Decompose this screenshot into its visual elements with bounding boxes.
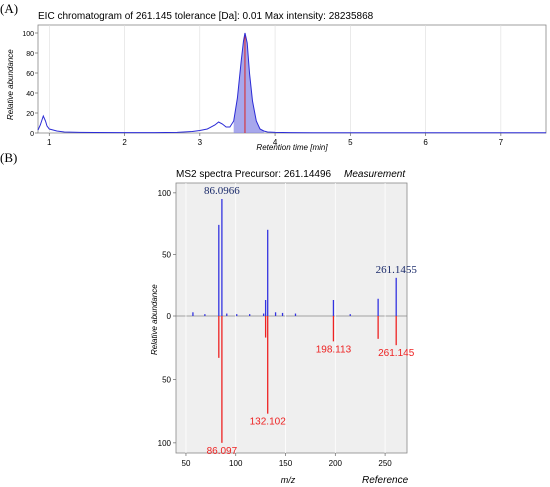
panel-a-letter: (A) xyxy=(0,1,18,16)
chromatogram-peak-fill xyxy=(233,33,264,133)
chromatogram-y-tick-label: 40 xyxy=(26,91,34,98)
spectrum-x-ticks: 50 100 150 200 250 xyxy=(182,453,392,468)
spectrum-x-axis-label: m/z xyxy=(281,475,296,485)
chromatogram-y-tick-label: 0 xyxy=(30,131,34,138)
chromatogram-x-ticks: 1 2 3 4 5 6 7 xyxy=(47,133,504,147)
chromatogram-y-tick-label: 20 xyxy=(26,111,34,118)
chromatogram-x-tick-label: 4 xyxy=(273,138,278,147)
spectrum-x-tick-label: 100 xyxy=(229,459,243,468)
spectrum-plot-area xyxy=(175,182,408,454)
chromatogram-x-tick-label: 2 xyxy=(122,138,127,147)
chromatogram-series-line xyxy=(37,32,546,134)
spectrum-y-ticks: 0 50 100 50 100 xyxy=(158,189,176,448)
chromatogram-peak-area xyxy=(233,33,264,133)
chromatogram-plot-area xyxy=(37,24,547,134)
chromatogram-x-tick-label: 1 xyxy=(47,138,52,147)
chromatogram-y-tick-label: 80 xyxy=(26,51,34,58)
chromatogram-trace xyxy=(37,32,546,134)
reference-peak-label: 261.145 xyxy=(378,348,415,359)
chromatogram-y-tick-label: 60 xyxy=(26,71,34,78)
reference-peak-label: 132.102 xyxy=(250,417,287,428)
spectrum-y-tick-label: 50 xyxy=(162,250,171,259)
chromatogram-y-ticks: 0 20 40 60 80 100 xyxy=(22,31,38,138)
reference-peak-label: 86.097 xyxy=(207,446,238,457)
chromatogram-x-tick-label: 7 xyxy=(499,138,504,147)
chromatogram-y-tick-label: 100 xyxy=(22,31,34,38)
spectrum-y-axis-label: Relative abundance xyxy=(150,284,159,355)
spectrum-reference-peaks xyxy=(218,316,397,443)
measurement-peak-label: 261.1455 xyxy=(376,264,418,276)
spectrum-title: MS2 spectra Precursor: 261.14496 xyxy=(176,169,332,180)
spectrum-reference-label: Reference xyxy=(362,475,409,486)
chromatogram-grid xyxy=(48,25,502,133)
spectrum-peak-labels: 86.0966 261.1455 86.097 132.102 198.113 261.1… xyxy=(204,185,417,457)
spectrum-x-tick-label: 50 xyxy=(182,459,191,468)
chromatogram-x-tick-label: 6 xyxy=(423,138,428,147)
spectrum-measurement-label: Measurement xyxy=(344,169,406,180)
chromatogram-x-tick-label: 3 xyxy=(198,138,203,147)
chromatogram-x-tick-label: 5 xyxy=(348,138,353,147)
reference-peak-label: 198.113 xyxy=(316,344,352,355)
spectrum-x-tick-label: 200 xyxy=(329,459,343,468)
spectrum-y-tick-label: 100 xyxy=(158,439,172,448)
spectrum-measurement-peaks xyxy=(192,199,397,316)
spectrum-y-tick-label: 0 xyxy=(167,312,172,321)
measurement-peak-label: 86.0966 xyxy=(204,185,240,197)
spectrum-x-tick-label: 250 xyxy=(378,459,392,468)
spectrum-y-tick-label: 50 xyxy=(162,375,171,384)
chromatogram-x-axis-label: Retention time [min] xyxy=(256,143,328,152)
spectrum-grid xyxy=(185,183,386,453)
spectrum-x-tick-label: 150 xyxy=(279,459,293,468)
chromatogram-y-axis-label: Relative abundance xyxy=(6,49,15,120)
panel-b-letter: (B) xyxy=(0,150,17,165)
spectrum-y-tick-label: 100 xyxy=(158,189,172,198)
chromatogram-title: EIC chromatogram of 261.145 tolerance [D… xyxy=(38,11,374,22)
